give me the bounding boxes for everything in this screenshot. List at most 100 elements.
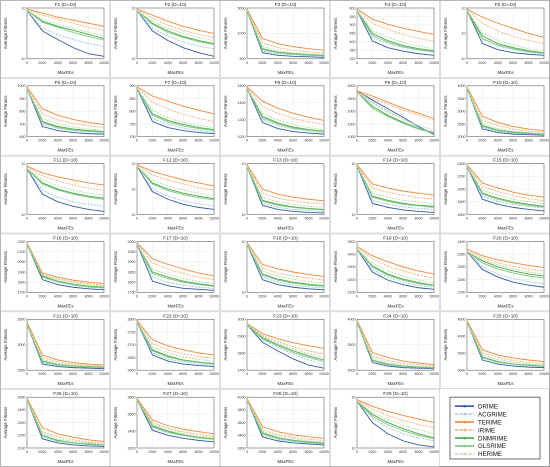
y-axis-label: Average Fitness (333, 328, 338, 360)
series-line-acgrime (246, 88, 325, 134)
series-line-terime (466, 248, 545, 268)
x-tick-label: 4000 (54, 139, 62, 143)
series-line-glsrime (26, 88, 105, 133)
series-line-glsrime (26, 399, 105, 446)
series-line-dnmrime (356, 248, 435, 286)
series-line-terime (26, 321, 105, 366)
y-tick-label: 2650 (128, 356, 136, 360)
x-tick-label: 4000 (54, 294, 62, 298)
series-line-terime (26, 397, 105, 442)
y-tick-label: 10 (242, 213, 246, 217)
y-axis-label: Average Fitness (333, 406, 338, 438)
subplot-frame (330, 78, 440, 156)
y-tick-label: 700 (130, 135, 136, 139)
y-tick-label: 10 (352, 446, 356, 450)
x-tick-label: 0 (356, 61, 358, 65)
series-line-drime (26, 243, 105, 291)
subplot-title: F17 (D=10) (163, 236, 188, 242)
series-line-irime (246, 242, 325, 281)
y-axis-label: Average Fitness (113, 406, 118, 438)
subplot-title: F1 (D=10) (55, 2, 77, 8)
series-line-dnmrime (26, 168, 105, 199)
x-tick-label: 10000 (429, 61, 439, 65)
series-line-dnmrime (26, 10, 105, 39)
y-tick-label: 4500 (458, 318, 466, 322)
subplot-3: F3 (D=10) 0 2000 4000 6000 8000 10000 5000 1000 5… (220, 0, 330, 78)
x-tick-label: 10000 (99, 372, 109, 376)
series-line-dnmrime (356, 91, 435, 134)
legend: DRIMEACGRIMETERIMEIRIMEDNMRIMEGLSRIMEHER… (449, 396, 541, 460)
x-tick-label: 10000 (99, 450, 109, 454)
series-line-drime (26, 168, 105, 212)
x-axis-label: MaxFEs (57, 148, 74, 153)
x-tick-label: 2000 (38, 372, 46, 376)
x-tick-label: 6000 (399, 372, 407, 376)
x-axis-label: MaxFEs (277, 381, 294, 386)
series-line-herime (26, 10, 105, 36)
x-tick-label: 10000 (429, 450, 439, 454)
y-axis-label: Average Fitness (3, 250, 8, 282)
series-line-glsrime (466, 321, 545, 367)
y-tick-label: 10 (132, 162, 136, 166)
series-line-herime (246, 324, 325, 359)
series-line-irime (466, 249, 545, 272)
y-tick-label: 1800 (458, 200, 466, 204)
y-tick-label: 3000 (238, 318, 246, 322)
series-line-terime (466, 320, 545, 362)
x-axis-label: MaxFEs (167, 459, 184, 464)
y-tick-label: 2350 (458, 253, 466, 257)
series-line-glsrime (136, 10, 215, 46)
subplot-4: F4 (D=10) 0 2000 4000 6000 8000 10000 600 550 500… (330, 0, 440, 78)
y-tick-label: 1900 (128, 260, 136, 264)
subplot-14: F14 (D=10) 0 2000 4000 6000 8000 10000 10 10 MaxF… (330, 155, 440, 234)
y-tick-label: 3400 (238, 434, 246, 438)
x-tick-label: 8000 (195, 139, 203, 143)
series-line-terime (26, 8, 105, 27)
x-tick-label: 6000 (69, 372, 77, 376)
series-line-dnmrime (136, 88, 215, 130)
subplot-2: F2 (D=10) 0 2000 4000 6000 8000 10000 10 10 MaxFE… (110, 0, 220, 78)
series-line-herime (466, 88, 545, 134)
subplot-title: F20 (D=10) (493, 236, 518, 242)
x-tick-label: 8000 (305, 372, 313, 376)
y-tick-label: 4000 (458, 335, 466, 339)
y-tick-label: 2300 (458, 265, 466, 269)
x-tick-label: 0 (136, 217, 138, 221)
x-axis-label: MaxFEs (497, 303, 514, 308)
subplot-8: F8 (D=10) 0 2000 4000 6000 8000 10000 1600 1400 1… (220, 78, 330, 156)
x-tick-label: 2000 (258, 217, 266, 221)
y-tick-label: 10 (242, 162, 246, 166)
y-tick-label: 5000 (238, 6, 246, 10)
y-tick-label: 2200 (458, 175, 466, 179)
y-tick-label: 10 (22, 162, 26, 166)
series-line-irime (356, 399, 435, 429)
x-tick-label: 4000 (384, 61, 392, 65)
x-tick-label: 10000 (99, 217, 109, 221)
y-tick-label: 600 (20, 135, 26, 139)
series-line-irime (136, 242, 215, 281)
series-line-terime (356, 164, 435, 196)
series-line-irime (136, 164, 215, 191)
series-line-acgrime (246, 243, 325, 289)
x-tick-label: 4000 (274, 372, 282, 376)
subplot-title: F26 (D=10) (53, 391, 78, 397)
x-tick-label: 6000 (69, 139, 77, 143)
x-axis-label: MaxFEs (277, 148, 294, 153)
x-axis-label: MaxFEs (277, 303, 294, 308)
series-line-glsrime (246, 324, 325, 362)
y-tick-label: 800 (130, 110, 136, 114)
y-tick-label: 3000 (348, 368, 356, 372)
y-tick-label: 2200 (18, 434, 26, 438)
x-axis-label: MaxFEs (167, 226, 184, 231)
subplot-26: F26 (D=10) 0 2000 4000 6000 8000 10000 2500 2400… (0, 389, 110, 467)
series-line-terime (356, 8, 435, 35)
subplot-frame (220, 233, 330, 312)
series-line-drime (246, 10, 325, 58)
series-line-drime (246, 166, 325, 214)
series-line-glsrime (466, 251, 545, 279)
x-axis-label: MaxFEs (167, 148, 184, 153)
x-tick-label: 8000 (85, 372, 93, 376)
y-tick-label: 320 (350, 57, 356, 61)
series-line-irime (356, 9, 435, 42)
x-tick-label: 0 (136, 61, 138, 65)
